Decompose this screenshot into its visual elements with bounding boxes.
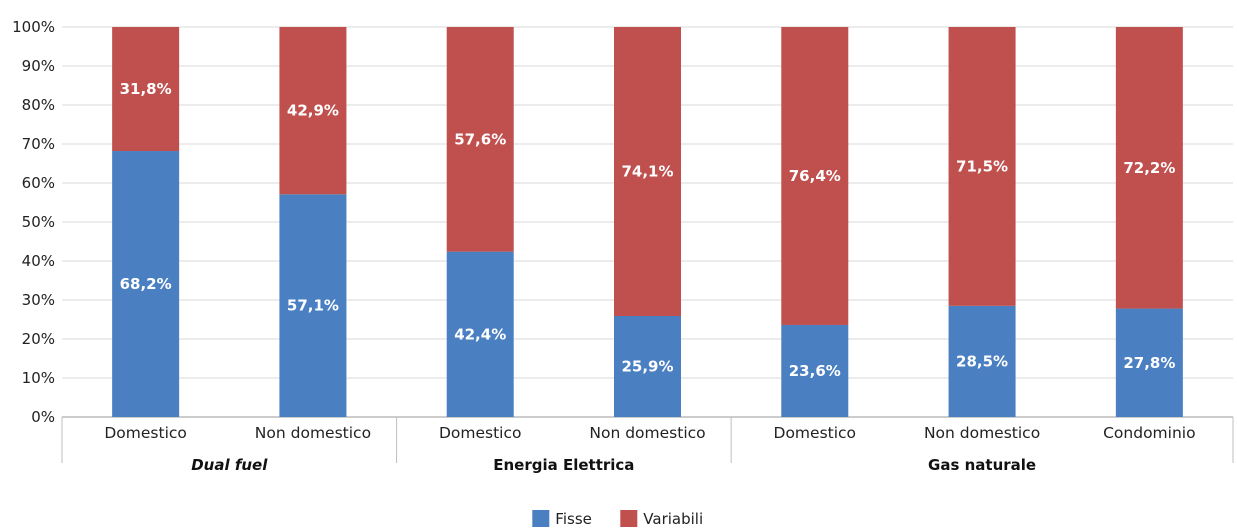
data-label: 23,6% (789, 362, 841, 380)
bar-fisse (948, 305, 1016, 417)
x-group-label: Energia Elettrica (493, 456, 634, 474)
bar-variabili (948, 27, 1016, 306)
data-label: 42,4% (454, 325, 506, 343)
data-label: 74,1% (621, 162, 673, 180)
y-tick-label: 80% (22, 96, 55, 114)
x-category-label: Domestico (439, 424, 522, 442)
x-category-label: Non domestico (924, 424, 1040, 442)
y-tick-label: 30% (22, 291, 55, 309)
x-group-label: Gas naturale (928, 456, 1036, 474)
bar-fisse (279, 194, 347, 417)
legend-label: Fisse (555, 510, 592, 528)
x-category-label: Non domestico (255, 424, 371, 442)
data-labels: 68,2% 31,8% 57,1% 42,9% 42,4% 57,6% 25,9% 74,1%… (120, 80, 1176, 380)
data-label: 31,8% (120, 80, 172, 98)
y-tick-label: 60% (22, 174, 55, 192)
bar-variabili (112, 27, 180, 152)
bars (112, 27, 1183, 417)
data-label: 42,9% (287, 102, 339, 120)
data-label: 76,4% (789, 167, 841, 185)
data-label: 28,5% (956, 352, 1008, 370)
data-label: 27,8% (1123, 354, 1175, 372)
x-category-label: Domestico (774, 424, 857, 442)
bar-fisse (1115, 308, 1183, 417)
y-axis: 0% 10% 20% 30% 40% 50% 60% 70% 80% 90% 100% (12, 18, 55, 426)
y-tick-label: 20% (22, 330, 55, 348)
legend: Fisse Variabili (532, 510, 703, 528)
bar-fisse (614, 315, 681, 417)
x-category-label: Condominio (1103, 424, 1195, 442)
y-tick-label: 50% (22, 213, 55, 231)
y-tick-label: 40% (22, 252, 55, 270)
data-label: 72,2% (1123, 159, 1175, 177)
x-group-label: Dual fuel (191, 456, 268, 474)
data-label: 71,5% (956, 157, 1008, 175)
bar-variabili (446, 27, 514, 252)
y-tick-label: 0% (31, 408, 55, 426)
bar-variabili (279, 27, 347, 195)
y-tick-label: 10% (22, 369, 55, 387)
data-label: 68,2% (120, 275, 172, 293)
x-category-label: Non domestico (589, 424, 705, 442)
legend-label: Variabili (643, 510, 703, 528)
y-tick-label: 70% (22, 135, 55, 153)
bar-variabili (1115, 27, 1183, 309)
bar-variabili (614, 27, 681, 316)
bar-variabili (781, 27, 849, 325)
legend-swatch-fisse (532, 510, 550, 527)
data-label: 25,9% (621, 357, 673, 375)
bar-fisse (112, 151, 180, 417)
bar-fisse (446, 251, 514, 417)
x-axis: Domestico Non domestico Domestico Non domes… (61, 417, 1234, 474)
legend-swatch-variabili (620, 510, 638, 527)
y-tick-label: 90% (22, 57, 55, 75)
bar-fisse (781, 324, 849, 417)
x-category-label: Domestico (104, 424, 187, 442)
data-label: 57,6% (454, 130, 506, 148)
data-label: 57,1% (287, 297, 339, 315)
y-tick-label: 100% (12, 18, 55, 36)
